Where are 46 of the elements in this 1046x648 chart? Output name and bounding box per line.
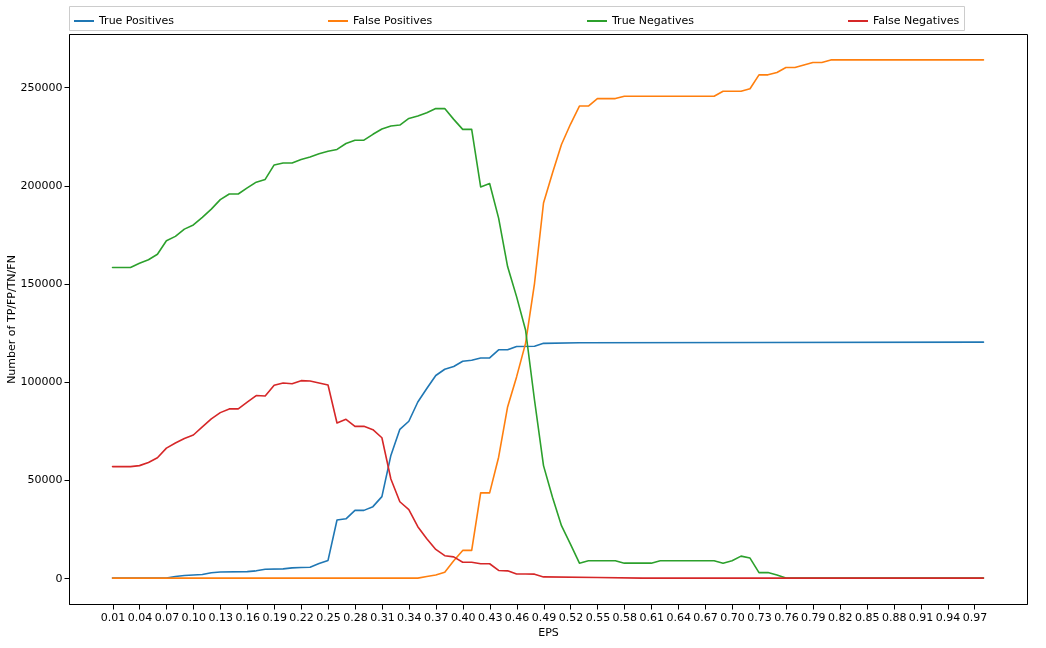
legend-label: False Positives bbox=[353, 14, 433, 27]
x-tick-label: 0.16 bbox=[235, 610, 260, 624]
x-tick-label: 0.73 bbox=[747, 610, 772, 624]
x-tick-label: 0.31 bbox=[370, 610, 395, 624]
y-tick-label: 150000 bbox=[20, 277, 63, 291]
legend-label: True Positives bbox=[98, 14, 175, 27]
x-tick-label: 0.34 bbox=[397, 610, 422, 624]
x-tick-label: 0.01 bbox=[100, 610, 126, 624]
y-tick-label: 0 bbox=[55, 571, 63, 585]
legend-label: False Negatives bbox=[873, 14, 960, 27]
x-tick-label: 0.19 bbox=[262, 610, 287, 624]
x-tick-label: 0.76 bbox=[774, 610, 799, 624]
y-tick-label: 200000 bbox=[20, 179, 63, 193]
x-tick-label: 0.10 bbox=[181, 610, 207, 624]
x-tick-label: 0.58 bbox=[612, 610, 638, 624]
x-tick-label: 0.52 bbox=[558, 610, 584, 624]
legend-label: True Negatives bbox=[611, 14, 695, 27]
x-tick-label: 0.55 bbox=[585, 610, 611, 624]
x-tick-label: 0.25 bbox=[316, 610, 341, 624]
x-tick-label: 0.97 bbox=[962, 610, 988, 624]
x-tick-label: 0.28 bbox=[343, 610, 368, 624]
line-series bbox=[111, 379, 985, 579]
x-tick-label: 0.37 bbox=[424, 610, 449, 624]
x-tick-label: 0.13 bbox=[208, 610, 234, 624]
x-tick-label: 0.85 bbox=[854, 610, 880, 624]
x-tick-label: 0.61 bbox=[639, 610, 664, 624]
y-tick-label: 100000 bbox=[20, 375, 63, 389]
x-tick-label: 0.49 bbox=[531, 610, 557, 624]
x-tick-label: 0.40 bbox=[450, 610, 476, 624]
x-tick-label: 0.79 bbox=[801, 610, 826, 624]
x-tick-label: 0.70 bbox=[720, 610, 745, 624]
x-tick-label: 0.22 bbox=[289, 610, 314, 624]
x-tick-label: 0.07 bbox=[154, 610, 180, 624]
y-tick-label: 50000 bbox=[27, 473, 63, 487]
x-tick-label: 0.43 bbox=[477, 610, 503, 624]
x-tick-label: 0.94 bbox=[935, 610, 961, 624]
x-tick-label: 0.88 bbox=[881, 610, 907, 624]
x-tick-label: 0.82 bbox=[828, 610, 853, 624]
x-axis-title: EPS bbox=[538, 625, 559, 639]
x-tick-label: 0.91 bbox=[908, 610, 934, 624]
y-axis-title: Number of TP/FP/TN/FN bbox=[4, 255, 18, 384]
x-tick-label: 0.64 bbox=[666, 610, 691, 624]
x-tick-label: 0.04 bbox=[127, 610, 153, 624]
x-tick-label: 0.67 bbox=[693, 610, 718, 624]
y-tick-label: 250000 bbox=[20, 80, 63, 94]
x-tick-label: 0.46 bbox=[504, 610, 530, 624]
